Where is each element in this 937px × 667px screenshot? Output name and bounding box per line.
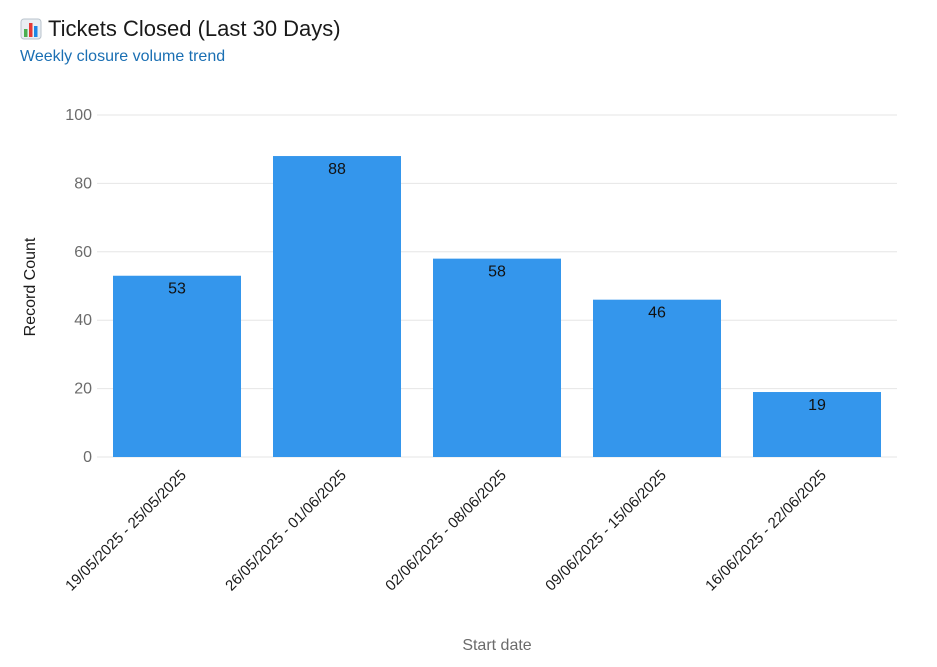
x-tick-label: 02/06/2025 - 08/06/2025: [382, 467, 510, 595]
bar-value-label: 88: [328, 161, 346, 178]
x-tick-label: 09/06/2025 - 15/06/2025: [542, 467, 670, 595]
bar: [593, 299, 721, 457]
bar: [273, 156, 401, 458]
chart-title: Tickets Closed (Last 30 Days): [48, 16, 341, 41]
title-row: Tickets Closed (Last 30 Days): [20, 16, 341, 42]
bar-value-label: 53: [168, 281, 186, 298]
bar-value-label: 46: [648, 305, 666, 322]
bar-value-label: 58: [488, 264, 506, 281]
x-axis-label: Start date: [462, 637, 531, 654]
y-axis-label: Record Count: [22, 237, 39, 336]
chart-subtitle: Weekly closure volume trend: [20, 48, 226, 65]
bar: [753, 392, 881, 457]
x-axis-ticks: 19/05/2025 - 25/05/2025 26/05/2025 - 01/0…: [62, 467, 830, 595]
y-tick-label: 80: [74, 175, 92, 192]
bars: [113, 156, 881, 458]
x-tick-label: 19/05/2025 - 25/05/2025: [62, 467, 190, 595]
x-tick-label: 16/06/2025 - 22/06/2025: [702, 467, 830, 595]
y-tick-label: 60: [74, 244, 92, 261]
chart-header: Tickets Closed (Last 30 Days) Weekly clo…: [20, 16, 341, 66]
y-axis-ticks: 0 20 40 60 80 100: [65, 107, 92, 466]
bar-chart-icon: [20, 18, 42, 40]
x-tick-label: 26/05/2025 - 01/06/2025: [222, 467, 350, 595]
y-tick-label: 100: [65, 107, 92, 124]
bar-value-label: 19: [808, 397, 826, 414]
bar: [433, 258, 561, 457]
y-tick-label: 0: [83, 449, 92, 466]
data-labels: 53 88 58 46 19: [168, 161, 826, 414]
bar: [113, 275, 241, 457]
y-tick-label: 40: [74, 312, 92, 329]
y-tick-label: 20: [74, 381, 92, 398]
